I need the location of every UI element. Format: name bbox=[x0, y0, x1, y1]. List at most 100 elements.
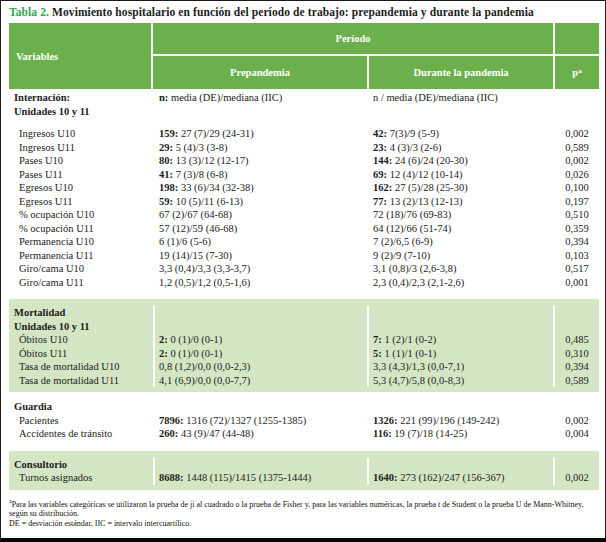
row-label: Tasa de mortalidad U11 bbox=[9, 374, 153, 388]
section-gap bbox=[9, 118, 599, 127]
row-label: Permanencia U11 bbox=[9, 249, 153, 263]
table-row: Permanencia U106 (1)/6 (5-6)7 (2)/6,5 (6… bbox=[9, 235, 599, 249]
cell-pandemia: 77: 13 (2)/13 (12-13) bbox=[367, 195, 553, 209]
empty-cell bbox=[367, 320, 553, 334]
section-title: Internación: bbox=[9, 91, 153, 105]
cell-n-bold: 1640: bbox=[373, 472, 398, 483]
table-row: Giro/cama U103,3 (0,4)/3,3 (3,3-3,7)3,1 … bbox=[9, 262, 599, 276]
cell-n-bold: 260: bbox=[159, 428, 178, 439]
table-row: Ingresos U10159: 27 (7)/29 (24-31)42: 7(… bbox=[9, 127, 599, 141]
cell-prepandemia: 7896: 1316 (72)/1327 (1255-1385) bbox=[153, 414, 367, 428]
section-title: Mortalidad bbox=[9, 306, 153, 320]
cell-prepandemia: 57 (12)/59 (46-68) bbox=[153, 222, 367, 236]
footnote-tests-text: Para las variables categóricas se utiliz… bbox=[9, 499, 584, 518]
section-header-line: Mortalidad bbox=[9, 306, 599, 320]
header-durante-pandemia: Durante la pandemia bbox=[367, 56, 553, 89]
section-header-line2: Unidades 10 y 11 bbox=[9, 320, 599, 334]
cell-p-value: 0,002 bbox=[553, 154, 599, 168]
cell-p-value: 0,359 bbox=[553, 222, 599, 236]
cell-pandemia: 7 (2)/6,5 (6-9) bbox=[367, 235, 553, 249]
empty-cell bbox=[153, 105, 367, 119]
cell-prepandemia: 4,1 (6,9)/0,0 (0,0-7,7) bbox=[153, 374, 367, 388]
cell-p-value: 0,394 bbox=[553, 360, 599, 374]
section-subhead-pandemia: n / media (DE)/mediana (IIC) bbox=[367, 91, 553, 105]
cell-prepandemia: 41: 7 (3)/8 (6-8) bbox=[153, 168, 367, 182]
section-subhead-p bbox=[553, 458, 599, 472]
table-row: Pases U1141: 7 (3)/8 (6-8)69: 12 (4)/12 … bbox=[9, 168, 599, 182]
section-subhead-p bbox=[553, 400, 599, 414]
empty-cell bbox=[553, 105, 599, 119]
section-subhead-pandemia bbox=[367, 306, 553, 320]
cell-prepandemia: 2: 0 (1)/0 (0-1) bbox=[153, 347, 367, 361]
table-row: Óbitos U112: 0 (1)/0 (0-1)5: 1 (1)/1 (0-… bbox=[9, 347, 599, 361]
row-label: % ocupación U10 bbox=[9, 208, 153, 222]
footnote-tests: aPara las variables categóricas se utili… bbox=[9, 497, 597, 519]
table-row: Egresos U1159: 10 (5)/11 (6-13)77: 13 (2… bbox=[9, 195, 599, 209]
header-empty-cell bbox=[553, 23, 599, 56]
row-label: Permanencia U10 bbox=[9, 235, 153, 249]
row-label: Pases U10 bbox=[9, 154, 153, 168]
section-subhead-prepandemia: n: media (DE)/mediana (IIC) bbox=[153, 91, 367, 105]
cell-p-value: 0,002 bbox=[553, 127, 599, 141]
section-header-line2: Unidades 10 y 11 bbox=[9, 105, 599, 119]
table-title: Tabla 2. Movimiento hospitalario en func… bbox=[9, 5, 597, 19]
cell-pandemia: 5,3 (4,7)/5,8 (0,0-8,3) bbox=[367, 374, 553, 388]
cell-n-bold: 159: bbox=[159, 128, 178, 139]
table-row: % ocupación U1157 (12)/59 (46-68)64 (12)… bbox=[9, 222, 599, 236]
row-label: Pacientes bbox=[9, 414, 153, 428]
row-label: Giro/cama U11 bbox=[9, 276, 153, 290]
section-subhead-pandemia bbox=[367, 458, 553, 472]
table-row: Óbitos U102: 0 (1)/0 (0-1)7: 1 (2)/1 (0-… bbox=[9, 333, 599, 347]
cell-p-value: 0,589 bbox=[553, 141, 599, 155]
cell-prepandemia: 67 (2)/67 (64-68) bbox=[153, 208, 367, 222]
cell-p-value: 0,589 bbox=[553, 374, 599, 388]
cell-prepandemia: 6 (1)/6 (5-6) bbox=[153, 235, 367, 249]
cell-prepandemia: 260: 43 (9)/47 (44-48) bbox=[153, 427, 367, 441]
section-header-line: Internación:n: media (DE)/mediana (IIC)n… bbox=[9, 91, 599, 105]
cell-n-bold: n: bbox=[159, 92, 168, 103]
table-row: Permanencia U1119 (14)/15 (7-30)9 (2)/9 … bbox=[9, 249, 599, 263]
section-header-line: Consultorio bbox=[9, 458, 599, 472]
cell-n-bold: 7: bbox=[373, 334, 382, 345]
row-label: Pases U11 bbox=[9, 168, 153, 182]
cell-pandemia: 69: 12 (4)/12 (10-14) bbox=[367, 168, 553, 182]
cell-n-bold: 29: bbox=[159, 142, 173, 153]
row-label: Ingresos U10 bbox=[9, 127, 153, 141]
table-row: Turnos asignados8688: 1448 (115)/1415 (1… bbox=[9, 471, 599, 485]
section-title: Guardia bbox=[9, 400, 153, 414]
section-title-line2: Unidades 10 y 11 bbox=[9, 320, 153, 334]
section-subhead-p bbox=[553, 91, 599, 105]
table-row: Tasa de mortalidad U100,8 (1,2)/0,0 (0,0… bbox=[9, 360, 599, 374]
row-label: Egresos U11 bbox=[9, 195, 153, 209]
cell-prepandemia: 8688: 1448 (115)/1415 (1375-1444) bbox=[153, 471, 367, 485]
header-p-sup: a bbox=[578, 67, 582, 75]
table-title-text: Movimiento hospitalario en función del p… bbox=[49, 6, 534, 18]
cell-p-value: 0,103 bbox=[553, 249, 599, 263]
cell-pandemia: 162: 27 (5)/28 (25-30) bbox=[367, 181, 553, 195]
cell-p-value: 0,517 bbox=[553, 262, 599, 276]
section-subhead-p bbox=[553, 306, 599, 320]
cell-pandemia: 23: 4 (3)/3 (2-6) bbox=[367, 141, 553, 155]
cell-n-bold: 198: bbox=[159, 182, 178, 193]
cell-n-bold: 162: bbox=[373, 182, 392, 193]
cell-n-bold: 80: bbox=[159, 155, 173, 166]
header-variables: Variables bbox=[9, 23, 153, 89]
section-subhead-prepandemia bbox=[153, 458, 367, 472]
table-row: Pacientes7896: 1316 (72)/1327 (1255-1385… bbox=[9, 414, 599, 428]
cell-n-bold: 23: bbox=[373, 142, 387, 153]
footnotes: aPara las variables categóricas se utili… bbox=[9, 497, 597, 529]
row-label: Ingresos U11 bbox=[9, 141, 153, 155]
section-subhead-pandemia bbox=[367, 400, 553, 414]
table-row: % ocupación U1067 (2)/67 (64-68)72 (18)/… bbox=[9, 208, 599, 222]
cell-prepandemia: 159: 27 (7)/29 (24-31) bbox=[153, 127, 367, 141]
cell-pandemia: 1326: 221 (99)/196 (149-242) bbox=[367, 414, 553, 428]
row-label: Accidentes de tránsito bbox=[9, 427, 153, 441]
footnote-abbreviations: DE = desviación estándar, IIC = interval… bbox=[9, 519, 597, 529]
row-label: Óbitos U11 bbox=[9, 347, 153, 361]
cell-pandemia: 5: 1 (1)/1 (0-1) bbox=[367, 347, 553, 361]
cell-prepandemia: 2: 0 (1)/0 (0-1) bbox=[153, 333, 367, 347]
cell-n-bold: 2: bbox=[159, 348, 168, 359]
cell-p-value: 0,510 bbox=[553, 208, 599, 222]
table-row: Tasa de mortalidad U114,1 (6,9)/0,0 (0,0… bbox=[9, 374, 599, 388]
cell-p-value: 0,026 bbox=[553, 168, 599, 182]
